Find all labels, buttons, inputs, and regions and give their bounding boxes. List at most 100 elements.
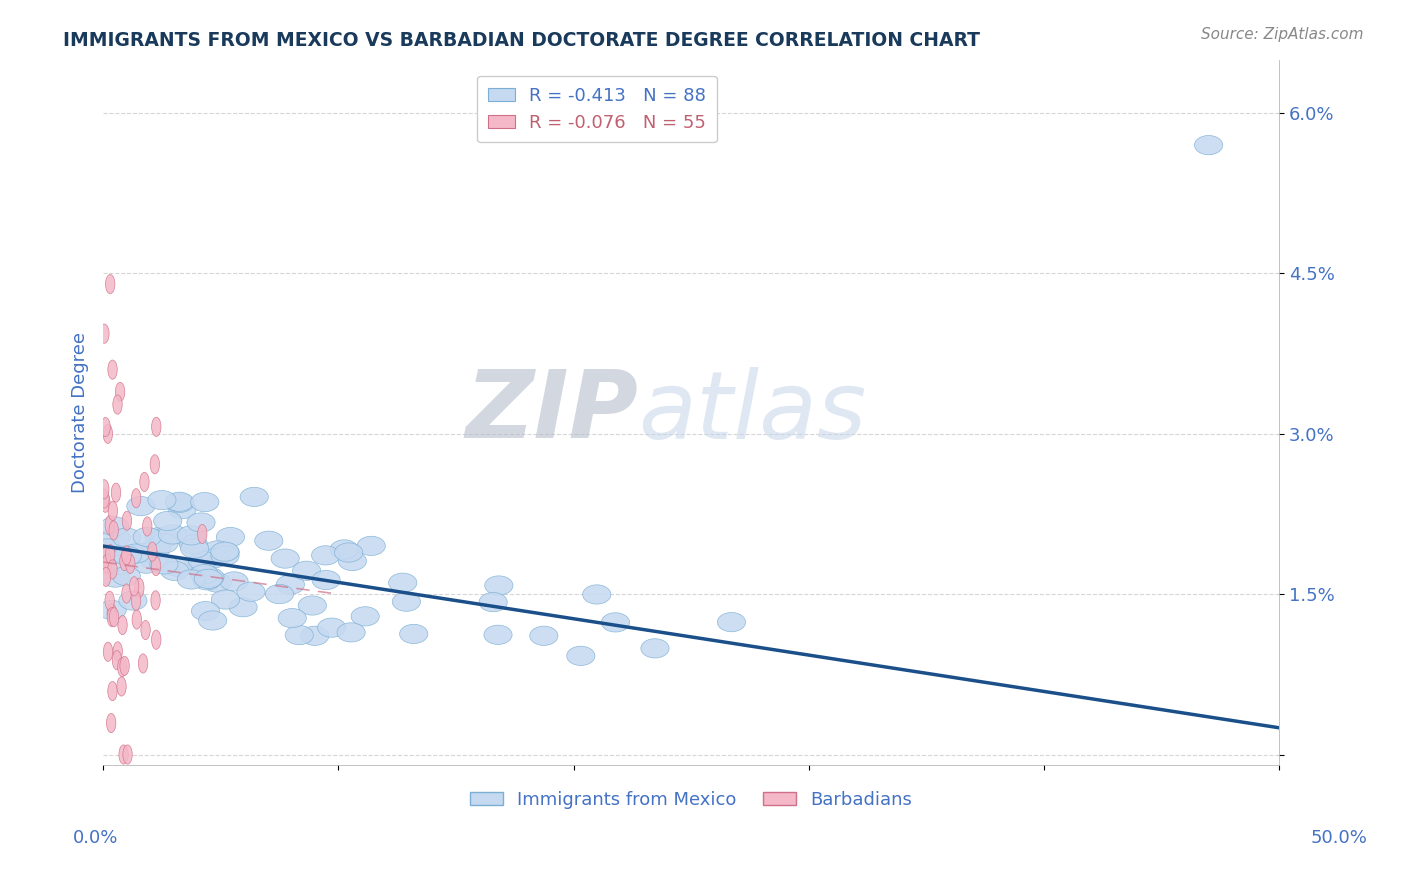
Ellipse shape bbox=[122, 584, 131, 603]
Ellipse shape bbox=[152, 630, 160, 649]
Ellipse shape bbox=[141, 621, 150, 640]
Ellipse shape bbox=[165, 558, 193, 576]
Ellipse shape bbox=[530, 626, 558, 646]
Ellipse shape bbox=[193, 571, 221, 590]
Ellipse shape bbox=[122, 745, 132, 764]
Ellipse shape bbox=[103, 642, 112, 661]
Ellipse shape bbox=[266, 584, 294, 604]
Ellipse shape bbox=[165, 492, 194, 511]
Ellipse shape bbox=[145, 527, 173, 547]
Ellipse shape bbox=[120, 551, 129, 571]
Ellipse shape bbox=[112, 566, 141, 586]
Ellipse shape bbox=[187, 513, 215, 533]
Ellipse shape bbox=[152, 417, 160, 436]
Ellipse shape bbox=[112, 650, 122, 670]
Ellipse shape bbox=[602, 613, 630, 632]
Ellipse shape bbox=[177, 525, 205, 545]
Ellipse shape bbox=[101, 417, 110, 437]
Ellipse shape bbox=[150, 455, 159, 474]
Ellipse shape bbox=[120, 657, 129, 675]
Ellipse shape bbox=[177, 530, 205, 549]
Ellipse shape bbox=[641, 639, 669, 658]
Ellipse shape bbox=[352, 607, 380, 626]
Ellipse shape bbox=[330, 540, 359, 559]
Ellipse shape bbox=[194, 569, 222, 589]
Ellipse shape bbox=[100, 480, 110, 499]
Ellipse shape bbox=[139, 472, 149, 491]
Ellipse shape bbox=[180, 534, 208, 554]
Ellipse shape bbox=[122, 546, 131, 565]
Ellipse shape bbox=[166, 493, 194, 512]
Ellipse shape bbox=[153, 511, 181, 531]
Ellipse shape bbox=[301, 626, 329, 646]
Ellipse shape bbox=[337, 623, 366, 642]
Ellipse shape bbox=[128, 543, 156, 562]
Ellipse shape bbox=[229, 598, 257, 617]
Ellipse shape bbox=[717, 613, 745, 632]
Ellipse shape bbox=[91, 549, 120, 567]
Ellipse shape bbox=[567, 646, 595, 665]
Ellipse shape bbox=[135, 578, 143, 598]
Ellipse shape bbox=[112, 641, 122, 661]
Ellipse shape bbox=[131, 591, 141, 610]
Ellipse shape bbox=[240, 487, 269, 507]
Ellipse shape bbox=[101, 493, 110, 512]
Ellipse shape bbox=[108, 360, 117, 379]
Ellipse shape bbox=[108, 501, 118, 521]
Ellipse shape bbox=[159, 524, 187, 544]
Ellipse shape bbox=[98, 600, 127, 620]
Ellipse shape bbox=[118, 591, 148, 610]
Ellipse shape bbox=[132, 554, 160, 574]
Ellipse shape bbox=[211, 590, 239, 609]
Ellipse shape bbox=[103, 554, 111, 574]
Ellipse shape bbox=[191, 601, 219, 621]
Ellipse shape bbox=[118, 615, 127, 635]
Ellipse shape bbox=[188, 551, 217, 570]
Legend: Immigrants from Mexico, Barbadians: Immigrants from Mexico, Barbadians bbox=[463, 784, 920, 816]
Ellipse shape bbox=[150, 555, 179, 574]
Ellipse shape bbox=[120, 745, 128, 764]
Ellipse shape bbox=[335, 543, 363, 562]
Ellipse shape bbox=[167, 500, 197, 519]
Ellipse shape bbox=[122, 544, 150, 563]
Ellipse shape bbox=[204, 541, 232, 560]
Ellipse shape bbox=[118, 657, 127, 677]
Ellipse shape bbox=[134, 527, 162, 547]
Ellipse shape bbox=[132, 610, 142, 629]
Ellipse shape bbox=[103, 528, 131, 547]
Ellipse shape bbox=[298, 596, 326, 615]
Ellipse shape bbox=[103, 425, 112, 443]
Ellipse shape bbox=[479, 592, 508, 612]
Ellipse shape bbox=[125, 554, 135, 574]
Ellipse shape bbox=[211, 542, 239, 562]
Ellipse shape bbox=[191, 492, 219, 512]
Ellipse shape bbox=[100, 324, 110, 343]
Ellipse shape bbox=[198, 524, 207, 543]
Text: ZIP: ZIP bbox=[465, 367, 638, 458]
Y-axis label: Doctorate Degree: Doctorate Degree bbox=[72, 332, 89, 493]
Ellipse shape bbox=[108, 681, 117, 701]
Ellipse shape bbox=[101, 547, 111, 566]
Ellipse shape bbox=[150, 533, 179, 553]
Ellipse shape bbox=[148, 491, 176, 509]
Ellipse shape bbox=[131, 489, 141, 508]
Text: Source: ZipAtlas.com: Source: ZipAtlas.com bbox=[1201, 27, 1364, 42]
Ellipse shape bbox=[236, 582, 266, 601]
Ellipse shape bbox=[278, 608, 307, 628]
Ellipse shape bbox=[111, 483, 121, 502]
Ellipse shape bbox=[217, 527, 245, 547]
Ellipse shape bbox=[105, 516, 114, 534]
Ellipse shape bbox=[195, 567, 224, 587]
Ellipse shape bbox=[202, 573, 232, 592]
Ellipse shape bbox=[105, 275, 115, 293]
Ellipse shape bbox=[122, 511, 132, 531]
Ellipse shape bbox=[129, 576, 139, 596]
Ellipse shape bbox=[339, 551, 367, 571]
Ellipse shape bbox=[180, 539, 208, 558]
Ellipse shape bbox=[110, 607, 118, 627]
Ellipse shape bbox=[392, 592, 420, 611]
Ellipse shape bbox=[160, 561, 188, 581]
Ellipse shape bbox=[112, 395, 122, 414]
Ellipse shape bbox=[105, 556, 134, 574]
Ellipse shape bbox=[285, 625, 314, 645]
